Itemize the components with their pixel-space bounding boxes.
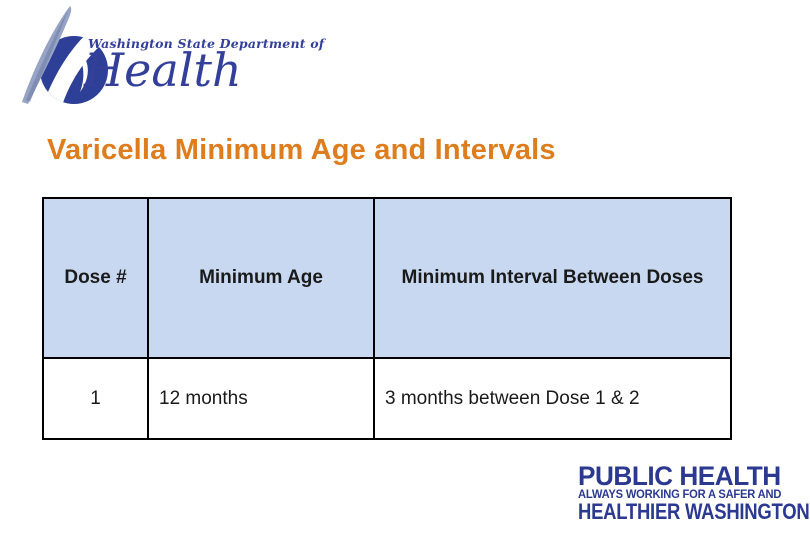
col-header-minimum-interval: Minimum Interval Between Doses	[373, 197, 732, 359]
dose-table: Dose # Minimum Age Minimum Interval Betw…	[42, 197, 732, 440]
cell-dose-number: 1	[42, 357, 149, 440]
col-header-dose-number: Dose #	[42, 197, 149, 359]
doh-logo: Washington State Department of Health	[0, 0, 324, 115]
slide-title: Varicella Minimum Age and Intervals	[47, 134, 556, 166]
public-health-logo: PUBLIC HEALTH ALWAYS WORKING FOR A SAFER…	[578, 461, 810, 524]
col-header-minimum-age: Minimum Age	[147, 197, 375, 359]
doh-health-text: Health	[84, 43, 242, 97]
cell-minimum-interval: 3 months between Dose 1 & 2	[373, 357, 732, 440]
public-health-logo-title: PUBLIC HEALTH	[578, 461, 781, 491]
public-health-logo-subtitle: HEALTHIER WASHINGTON	[578, 499, 810, 524]
doh-department-text: Washington State Department of	[88, 36, 325, 51]
public-health-logo-tagline: ALWAYS WORKING FOR A SAFER AND	[578, 489, 782, 501]
cell-minimum-age: 12 months	[147, 357, 375, 440]
table-row: 1 12 months 3 months between Dose 1 & 2	[42, 357, 732, 440]
table-header-row: Dose # Minimum Age Minimum Interval Betw…	[42, 197, 732, 359]
doh-feather-circle-icon	[22, 6, 108, 104]
